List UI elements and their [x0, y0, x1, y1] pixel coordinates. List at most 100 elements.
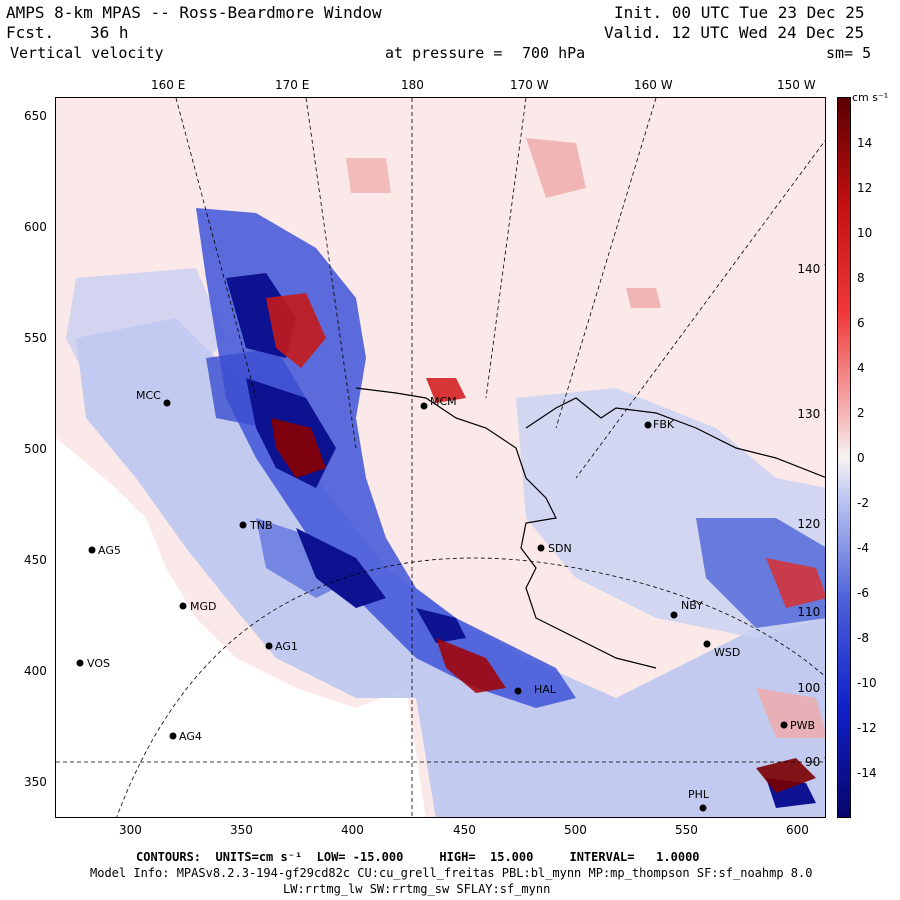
- colorbar-label-2: 2: [857, 406, 865, 420]
- model-info-2: LW:rrtmg_lw SW:rrtmg_sw SFLAY:sf_mynn: [283, 882, 551, 896]
- colorbar-label-10: 10: [857, 226, 873, 240]
- colorbar-label-12: 12: [857, 181, 873, 195]
- station-nby[interactable]: NBY: [670, 599, 704, 619]
- top-tick-180: 180: [401, 78, 424, 92]
- lon-label-90w: 90 W: [805, 755, 826, 769]
- dark-blue-core-3: [296, 528, 386, 608]
- pressure-label: at pressure =: [385, 44, 503, 62]
- station-label: PWB: [790, 719, 815, 732]
- forecast-hour: 36 h: [90, 23, 129, 42]
- x-tick-450: 450: [453, 823, 476, 837]
- pink-patch-2: [626, 288, 661, 308]
- x-tick-400: 400: [341, 823, 364, 837]
- pink-patch-1: [526, 138, 586, 198]
- colorbar: [837, 97, 851, 818]
- station-label: TNB: [249, 519, 273, 532]
- red-core-5: [766, 558, 825, 608]
- map-panel: 140 W 130 W 120 W 110 W 100 W 90 W MCC M…: [55, 97, 826, 818]
- colorbar-label-8: 8: [857, 271, 865, 285]
- valid-time: Valid. 12 UTC Wed 24 Dec 25: [604, 23, 865, 42]
- colorbar-label-m10: -10: [857, 676, 877, 690]
- lon-label-100w: 100 W: [797, 681, 826, 695]
- field-name: Vertical velocity: [10, 44, 164, 62]
- top-tick-160w: 160 W: [634, 78, 673, 92]
- x-tick-300: 300: [119, 823, 142, 837]
- station-label: MGD: [190, 600, 217, 613]
- station-tnb[interactable]: TNB: [239, 519, 273, 532]
- vertical-velocity-map: 140 W 130 W 120 W 110 W 100 W 90 W MCC M…: [56, 98, 826, 817]
- grid-meridian-160w: [555, 98, 657, 429]
- y-tick-650: 650: [24, 109, 47, 123]
- y-tick-450: 450: [24, 553, 47, 567]
- grid-meridian-160e: [175, 98, 257, 399]
- red-core-6: [756, 758, 816, 793]
- station-wsd[interactable]: WSD: [703, 640, 741, 660]
- station-label: AG1: [275, 640, 298, 653]
- lon-label-130w: 130 W: [797, 407, 826, 421]
- station-vos[interactable]: VOS: [76, 657, 110, 670]
- station-label: MCM: [430, 395, 457, 408]
- station-phl[interactable]: PHL: [688, 788, 710, 812]
- pink-patch-3: [346, 158, 391, 193]
- colorbar-label-m12: -12: [857, 721, 877, 735]
- smoothing-value: sm= 5: [826, 44, 872, 62]
- colorbar-label-4: 4: [857, 361, 865, 375]
- y-tick-550: 550: [24, 331, 47, 345]
- colorbar-units: cm s⁻¹: [852, 91, 889, 104]
- station-mcc[interactable]: MCC: [136, 389, 171, 407]
- lon-label-140w: 140 W: [797, 262, 826, 276]
- station-label: PHL: [688, 788, 710, 801]
- colorbar-label-0: 0: [857, 451, 865, 465]
- station-mcm[interactable]: MCM: [420, 395, 457, 410]
- station-mgd[interactable]: MGD: [179, 600, 217, 613]
- station-label: SDN: [548, 542, 572, 555]
- init-time: Init. 00 UTC Tue 23 Dec 25: [614, 3, 865, 22]
- station-label: MCC: [136, 389, 161, 402]
- station-ag1[interactable]: AG1: [265, 640, 298, 653]
- x-tick-350: 350: [230, 823, 253, 837]
- colorbar-label-m8: -8: [857, 631, 869, 645]
- model-info: Model Info: MPASv8.2.3-194-gf29cd82c CU:…: [90, 866, 813, 880]
- y-tick-500: 500: [24, 442, 47, 456]
- station-hal[interactable]: HAL: [514, 683, 557, 696]
- colorbar-label-6: 6: [857, 316, 865, 330]
- colorbar-label-14: 14: [857, 136, 873, 150]
- y-tick-400: 400: [24, 664, 47, 678]
- red-core-1: [266, 293, 326, 368]
- top-tick-160e: 160 E: [151, 78, 186, 92]
- colorbar-label-m14: -14: [857, 766, 877, 780]
- grid-latitude-arc: [116, 557, 825, 817]
- x-tick-550: 550: [675, 823, 698, 837]
- grid-meridian-150w: [575, 140, 825, 479]
- station-label: AG5: [98, 544, 121, 557]
- y-tick-600: 600: [24, 220, 47, 234]
- station-label: AG4: [179, 730, 202, 743]
- map-title: AMPS 8-km MPAS -- Ross-Beardmore Window: [6, 3, 382, 22]
- top-tick-150w: 150 W: [777, 78, 816, 92]
- contours-info: CONTOURS: UNITS=cm s⁻¹ LOW= -15.000 HIGH…: [136, 850, 700, 864]
- station-fbk[interactable]: FBK: [644, 418, 675, 431]
- station-label: VOS: [87, 657, 110, 670]
- station-ag5[interactable]: AG5: [88, 544, 121, 557]
- station-sdn[interactable]: SDN: [537, 542, 572, 555]
- lon-label-110w: 110 W: [797, 605, 826, 619]
- colorbar-label-m4: -4: [857, 541, 869, 555]
- dark-blue-core-4: [416, 608, 466, 643]
- station-ag4[interactable]: AG4: [169, 730, 202, 743]
- top-tick-170e: 170 E: [275, 78, 310, 92]
- pink-patch-4: [756, 688, 825, 738]
- colorbar-label-m2: -2: [857, 496, 869, 510]
- red-core-4: [436, 638, 506, 693]
- station-label: FBK: [653, 418, 675, 431]
- forecast-label: Fcst.: [6, 23, 55, 42]
- lon-label-120w: 120 W: [797, 517, 826, 531]
- x-tick-600: 600: [786, 823, 809, 837]
- red-core-3: [426, 378, 466, 403]
- station-pwb[interactable]: PWB: [780, 719, 816, 732]
- red-core-2: [271, 418, 326, 478]
- colorbar-label-m6: -6: [857, 586, 869, 600]
- x-tick-500: 500: [564, 823, 587, 837]
- station-label: WSD: [714, 646, 740, 659]
- station-label: NBY: [681, 599, 703, 612]
- pressure-value: 700 hPa: [522, 44, 586, 62]
